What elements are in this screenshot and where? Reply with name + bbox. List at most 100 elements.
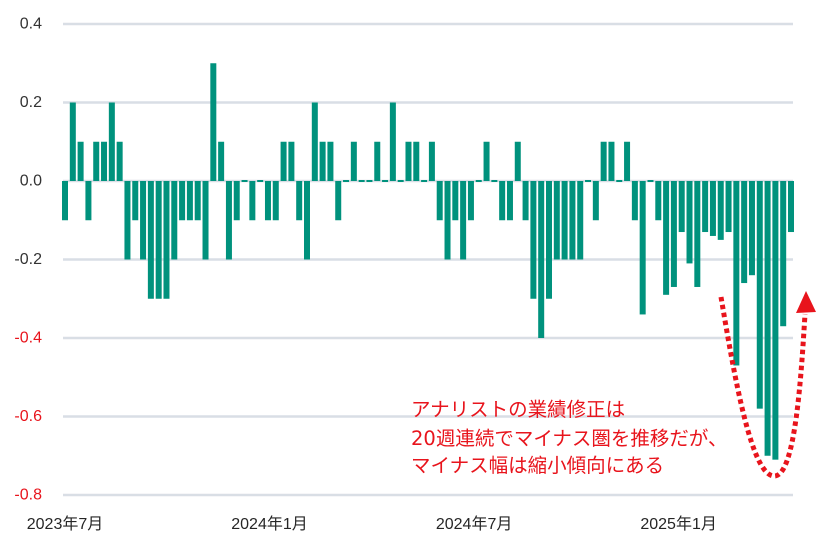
x-axis-labels: 2023年7月 2024年1月 2024年7月 2025年1月 [27, 515, 717, 533]
bar [319, 141, 326, 181]
bar [85, 181, 92, 221]
bar [678, 181, 685, 233]
bar [499, 181, 506, 221]
bar [436, 181, 443, 221]
bar [132, 181, 139, 221]
bar [460, 181, 467, 260]
bar [741, 181, 748, 284]
bar [475, 180, 482, 182]
bar [748, 181, 755, 276]
bar [553, 181, 560, 260]
bar [483, 141, 490, 181]
bar [624, 141, 631, 181]
bar [413, 141, 420, 181]
bar [530, 181, 537, 299]
bar [639, 181, 646, 315]
bar [397, 180, 404, 182]
bar [296, 181, 303, 221]
bar [233, 181, 240, 221]
bar [101, 141, 108, 181]
y-axis-labels: 0.4 0.2 0.0 -0.2 -0.4 -0.6 -0.8 [14, 16, 42, 504]
bar [389, 102, 396, 181]
bar [522, 181, 529, 221]
bar [780, 181, 787, 327]
x-tick-label: 2024年7月 [436, 515, 513, 533]
bar [709, 181, 716, 236]
bar [631, 181, 638, 221]
bar [600, 141, 607, 181]
bar [366, 180, 373, 182]
bar [288, 141, 295, 181]
bar [280, 141, 287, 181]
bar [467, 181, 474, 221]
bar [421, 180, 428, 182]
bar [382, 180, 389, 182]
bar [506, 181, 513, 221]
bar [77, 141, 84, 181]
bar [717, 181, 724, 240]
bar [116, 141, 123, 181]
bar [171, 181, 178, 260]
bar [163, 181, 170, 299]
bar [264, 181, 271, 221]
bar [272, 181, 279, 221]
bar [186, 181, 193, 221]
bar [756, 181, 763, 409]
bar [592, 181, 599, 221]
bar [686, 181, 693, 264]
x-tick-label: 2023年7月 [27, 515, 104, 533]
bar [428, 141, 435, 181]
bar [514, 141, 521, 181]
bar [663, 181, 670, 295]
bar [538, 181, 545, 338]
bar [546, 181, 552, 299]
bar [62, 181, 68, 221]
bar [702, 181, 709, 233]
bar [491, 180, 498, 182]
annotation-line-1: アナリストの業績修正は [411, 398, 625, 421]
bar [452, 181, 459, 221]
bar [194, 181, 201, 221]
bar [108, 102, 115, 181]
bar [585, 180, 592, 182]
bar [764, 181, 771, 456]
bar [93, 141, 100, 181]
bar [358, 180, 365, 182]
bar [569, 181, 576, 260]
bar [608, 141, 615, 181]
bar [179, 181, 186, 221]
bar [124, 181, 131, 260]
bar [725, 181, 732, 233]
bar [577, 181, 584, 260]
annotation-line-2: 20週連続でマイナス圏を推移だが、 [411, 427, 728, 450]
bar [772, 181, 779, 460]
x-tick-label: 2025年1月 [640, 515, 717, 533]
bar [788, 181, 794, 233]
y-tick-label: -0.6 [14, 408, 42, 425]
bar [350, 141, 357, 181]
bar [257, 180, 264, 182]
trend-arrow [718, 291, 816, 479]
y-tick-label: -0.8 [14, 487, 42, 504]
y-tick-label: 0.4 [20, 16, 42, 33]
bar [304, 181, 310, 260]
bar [561, 181, 568, 260]
bar [218, 141, 225, 181]
bar [405, 141, 412, 181]
bar [140, 181, 147, 260]
bar [733, 181, 740, 366]
bar-series [62, 63, 794, 460]
bar [694, 181, 701, 287]
bar [343, 180, 350, 182]
bar [210, 63, 217, 181]
y-tick-label: 0.2 [20, 94, 42, 111]
bar [655, 181, 662, 221]
bar [335, 181, 342, 221]
bar [249, 181, 256, 221]
y-tick-label: 0.0 [20, 173, 42, 190]
bar [616, 180, 623, 182]
bar [374, 141, 381, 181]
bar [311, 102, 318, 181]
bar [202, 181, 209, 260]
